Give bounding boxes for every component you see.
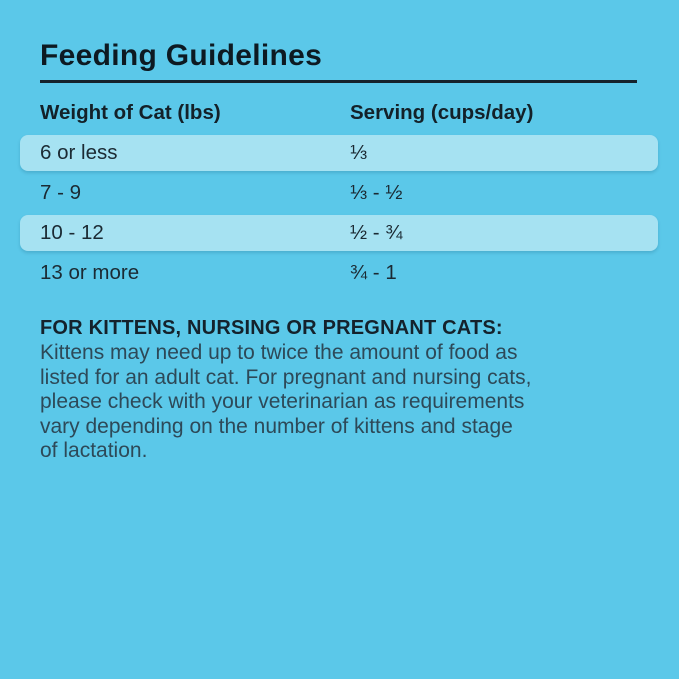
- weight-cell: 6 or less: [40, 141, 118, 164]
- note-line: of lactation.: [40, 439, 148, 463]
- serving-cell: ⅓ - ½: [350, 181, 403, 204]
- column-header-serving: Serving (cups/day): [350, 101, 534, 124]
- title-divider: [40, 80, 637, 83]
- feeding-table: Weight of Cat (lbs) Serving (cups/day) 6…: [20, 93, 658, 293]
- table-row: 6 or less ⅓: [20, 135, 658, 171]
- note-line: please check with your veterinarian as r…: [40, 390, 525, 414]
- note-line: listed for an adult cat. For pregnant an…: [40, 365, 532, 389]
- weight-cell: 7 - 9: [40, 181, 82, 204]
- kittens-note: FOR KITTENS, NURSING OR PREGNANT CATS: K…: [40, 315, 638, 464]
- table-row: 7 - 9 ⅓ - ½: [20, 173, 658, 213]
- serving-cell: ⅓: [350, 141, 368, 164]
- page-title: Feeding Guidelines: [40, 39, 323, 72]
- column-header-weight: Weight of Cat (lbs): [40, 101, 221, 124]
- weight-cell: 10 - 12: [40, 221, 104, 244]
- weight-cell: 13 or more: [40, 261, 140, 284]
- serving-cell: ½ - ¾: [350, 221, 403, 244]
- table-header-row: Weight of Cat (lbs) Serving (cups/day): [20, 93, 658, 133]
- serving-cell: ¾ - 1: [350, 261, 397, 284]
- table-row: 13 or more ¾ - 1: [20, 253, 658, 293]
- note-line: Kittens may need up to twice the amount …: [40, 341, 518, 364]
- kittens-note-heading: FOR KITTENS, NURSING OR PREGNANT CATS:: [40, 317, 503, 339]
- table-row: 10 - 12 ½ - ¾: [20, 215, 658, 251]
- note-line: vary depending on the number of kittens …: [40, 414, 513, 438]
